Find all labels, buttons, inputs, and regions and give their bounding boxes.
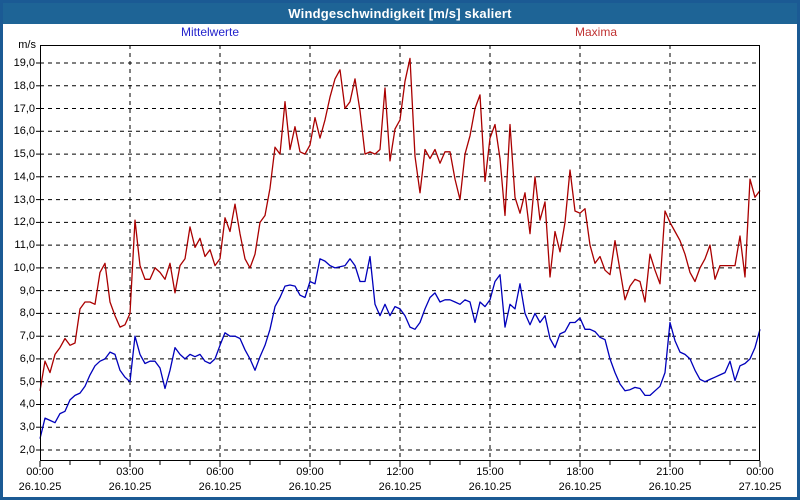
x-tick-date-label: 26.10.25 [108, 481, 152, 493]
window-title: Windgeschwindigkeit [m/s] skaliert [288, 6, 512, 21]
x-tick-time-label: 00:00 [26, 466, 54, 478]
y-tick-label: 4,0 [19, 398, 35, 411]
x-tick-time-label: 06:00 [206, 466, 234, 478]
y-tick-label: 11,0 [14, 239, 35, 252]
x-tick-date-label: 26.10.25 [18, 481, 62, 493]
y-axis-unit-label: m/s [18, 39, 36, 51]
x-tick-time-label: 00:00 [746, 466, 774, 478]
y-tick-label: 7,0 [19, 330, 35, 343]
x-tick-date-label: 26.10.25 [468, 481, 512, 493]
y-tick-label: 2,0 [19, 444, 35, 456]
y-tick-label: 3,0 [19, 421, 35, 434]
y-tick-label: 12,0 [13, 216, 35, 229]
wind-speed-chart [36, 45, 761, 467]
x-tick-date-label: 27.10.25 [738, 481, 782, 493]
x-tick-date-label: 26.10.25 [198, 481, 242, 493]
y-tick-label: 16,0 [13, 125, 35, 138]
y-tick-label: 8,0 [19, 307, 35, 320]
x-tick-time-label: 18:00 [566, 466, 594, 478]
x-tick-date-label: 26.10.25 [648, 481, 692, 493]
x-tick-time-label: 12:00 [386, 466, 414, 478]
y-tick-label: 14,0 [13, 170, 35, 183]
x-tick-time-label: 09:00 [296, 466, 324, 478]
y-tick-label: 10,0 [13, 261, 35, 274]
y-tick-label: 18,0 [13, 79, 35, 92]
x-tick-time-label: 21:00 [656, 466, 684, 478]
y-tick-label: 9,0 [19, 284, 35, 297]
y-tick-label: 15,0 [13, 148, 35, 161]
x-tick-date-label: 26.10.25 [378, 481, 422, 493]
legend-maxima: Maxima [574, 25, 617, 39]
y-tick-label: 5,0 [19, 375, 35, 388]
y-tick-label: 6,0 [19, 352, 35, 365]
x-tick-date-label: 26.10.25 [558, 481, 602, 493]
y-tick-label: 17,0 [13, 102, 35, 115]
legend-mittelwerte: Mittelwerte [180, 25, 239, 39]
title-bar: Windgeschwindigkeit [m/s] skaliert [3, 3, 797, 24]
x-tick-time-label: 15:00 [476, 466, 504, 478]
x-tick-date-label: 26.10.25 [288, 481, 332, 493]
x-tick-time-label: 03:00 [116, 466, 144, 478]
y-tick-label: 13,0 [13, 193, 35, 206]
y-tick-label: 19,0 [13, 57, 35, 69]
